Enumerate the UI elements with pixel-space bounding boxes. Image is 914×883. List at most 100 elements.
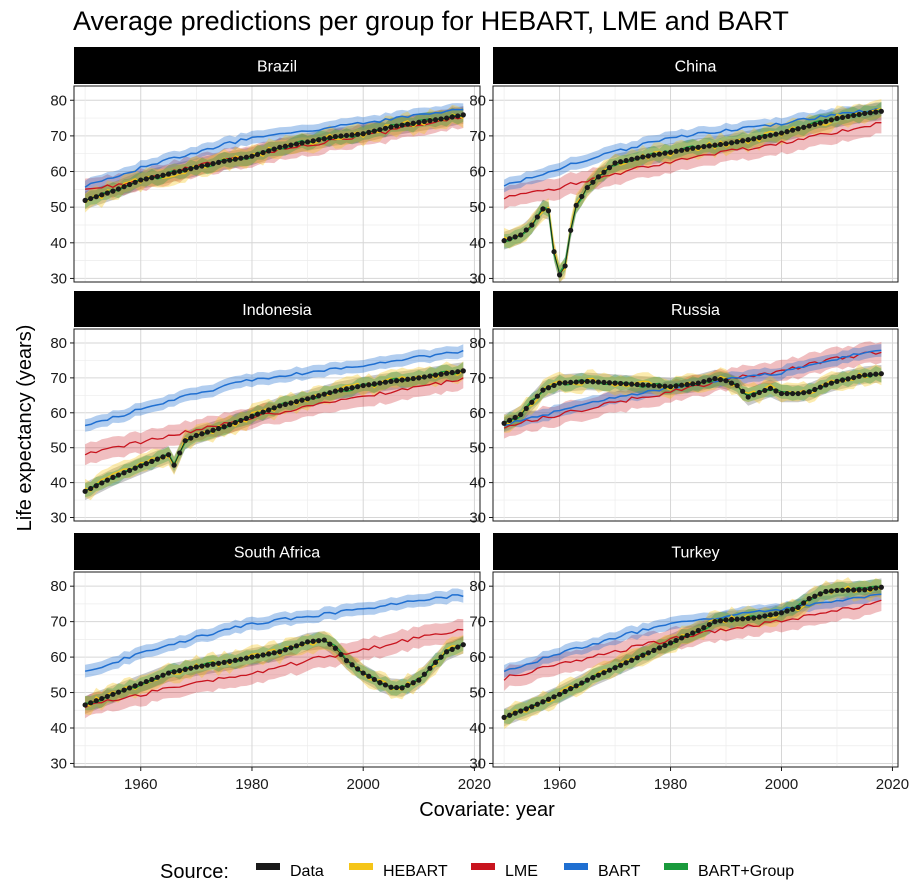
data-point	[132, 179, 138, 185]
data-point	[221, 158, 227, 164]
data-point	[321, 391, 327, 397]
data-point	[701, 378, 707, 385]
data-point	[316, 393, 322, 399]
data-point	[634, 155, 640, 161]
data-point	[455, 369, 461, 375]
data-point	[332, 388, 338, 394]
data-point	[823, 118, 829, 125]
data-point	[121, 184, 127, 190]
data-point	[684, 146, 690, 152]
data-point	[82, 702, 88, 708]
data-point	[99, 695, 105, 702]
y-tick-label: 60	[50, 649, 67, 666]
data-point	[177, 668, 183, 674]
data-point	[410, 680, 416, 686]
data-point	[695, 627, 701, 634]
data-point	[834, 587, 840, 594]
data-point	[851, 374, 857, 381]
data-point	[127, 467, 133, 474]
panel-border	[492, 85, 899, 283]
data-point	[104, 477, 110, 483]
y-tick-label: 50	[469, 685, 486, 702]
data-point	[684, 381, 690, 388]
data-point	[545, 696, 552, 702]
data-band	[504, 102, 882, 284]
data-point	[171, 170, 177, 176]
data-point	[243, 415, 250, 421]
data-point	[399, 377, 405, 383]
facet-label: Russia	[671, 302, 720, 319]
data-point	[388, 124, 394, 130]
facet-label: Indonesia	[242, 302, 311, 319]
data-point	[673, 637, 679, 644]
data-point	[601, 379, 607, 386]
y-tick-label: 60	[469, 405, 486, 422]
data-point	[762, 387, 768, 394]
data-point	[110, 188, 116, 194]
data-point	[667, 149, 674, 155]
data-point	[360, 382, 366, 389]
data-point	[551, 249, 557, 255]
lme-band	[504, 341, 882, 439]
data-point	[629, 156, 635, 162]
data-point	[232, 657, 238, 663]
y-tick-label: 30	[50, 270, 67, 287]
data-point	[393, 684, 400, 691]
y-tick-label: 60	[50, 164, 67, 181]
data-point	[88, 700, 94, 706]
x-axis-title: Covariate: year	[419, 799, 555, 821]
data-point	[873, 371, 879, 377]
data-point	[728, 616, 735, 623]
data-point	[138, 177, 144, 183]
data-point	[845, 376, 851, 382]
data-point	[562, 688, 568, 695]
y-tick-label: 80	[469, 578, 486, 595]
data-point	[104, 693, 110, 700]
data-point	[623, 157, 629, 164]
data-point	[789, 606, 796, 612]
data-point	[449, 114, 455, 120]
data-point	[243, 154, 250, 160]
data-point	[421, 118, 427, 125]
data-point	[573, 202, 579, 208]
panels: Brazil304050607080China304050607080Indon…	[50, 47, 909, 793]
x-tick-label: 2000	[347, 776, 380, 793]
data-point	[606, 165, 613, 171]
data-point	[651, 382, 657, 389]
legend-label: Data	[290, 863, 324, 880]
data-point	[421, 671, 427, 677]
data-point	[199, 431, 205, 437]
data-point	[299, 397, 305, 403]
legend-label: LME	[505, 863, 538, 880]
data-point	[377, 380, 383, 386]
panel-grid	[493, 329, 898, 521]
data-point	[690, 381, 696, 387]
data-point	[556, 272, 563, 278]
facet-strip	[74, 47, 480, 84]
data-point	[806, 389, 812, 395]
data-point	[695, 380, 701, 386]
y-tick-label: 70	[469, 614, 486, 631]
data-point	[828, 380, 835, 386]
x-tick-label: 1960	[124, 776, 157, 793]
data-point	[199, 663, 205, 669]
data-point	[867, 586, 873, 592]
data-point	[518, 232, 524, 238]
data-point	[784, 129, 790, 135]
data-point	[99, 480, 105, 486]
data-point	[767, 385, 773, 391]
data-point	[316, 638, 322, 644]
panel-border	[492, 571, 899, 768]
data-point	[188, 166, 194, 172]
data-point	[773, 131, 779, 137]
x-tick-label: 2020	[458, 776, 491, 793]
data-point	[266, 407, 272, 413]
data-point	[812, 593, 818, 599]
y-tick-label: 70	[50, 370, 67, 387]
panel-grid	[74, 329, 480, 521]
data-point	[828, 117, 835, 123]
hebart-band	[85, 631, 464, 715]
legend-item-bart: BART	[564, 863, 641, 880]
data-point	[260, 652, 266, 658]
y-tick-label: 70	[469, 370, 486, 387]
